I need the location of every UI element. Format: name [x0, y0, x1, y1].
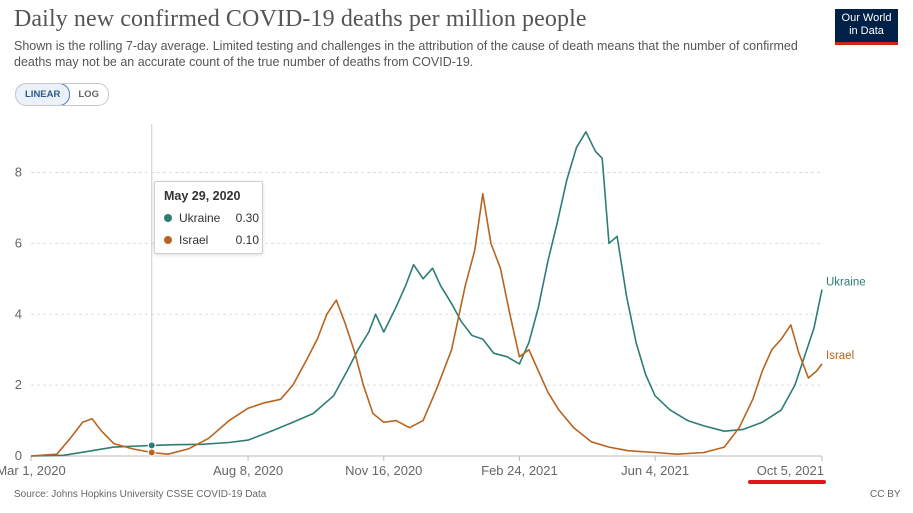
- tooltip-series-name: Israel: [179, 233, 209, 247]
- tooltip-row-ukraine: Ukraine 0.30: [164, 211, 259, 225]
- hover-point-ukraine: [147, 441, 156, 450]
- tooltip-series-name: Ukraine: [179, 211, 221, 225]
- x-tick-label: Mar 1, 2020: [0, 463, 66, 478]
- series-line-israel: [30, 193, 823, 457]
- source-note[interactable]: Source: Johns Hopkins University CSSE CO…: [14, 489, 267, 500]
- license-label[interactable]: CC BY: [870, 489, 901, 500]
- ukraine-swatch: [164, 214, 172, 222]
- tooltip-date: May 29, 2020: [164, 189, 241, 203]
- x-tick-label: Jun 4, 2021: [621, 463, 689, 478]
- logo-line-1: Our World: [841, 12, 892, 24]
- hover-point-israel: [147, 448, 156, 457]
- highlight-underline: [748, 480, 826, 484]
- x-tick-label: Aug 8, 2020: [213, 463, 283, 478]
- logo-line-2: in Data: [849, 25, 884, 37]
- scale-toggle: LINEAR LOG: [15, 83, 109, 106]
- series-label-israel: Israel: [826, 350, 854, 362]
- linear-scale-button[interactable]: LINEAR: [15, 84, 71, 105]
- y-tick-label: 8: [15, 165, 22, 180]
- israel-swatch: [164, 236, 172, 244]
- x-tick-label: Feb 24, 2021: [481, 463, 558, 478]
- tooltip-row-israel: Israel 0.10: [164, 233, 259, 247]
- series-label-ukraine: Ukraine: [826, 276, 866, 288]
- owid-logo[interactable]: Our World in Data: [835, 9, 898, 45]
- log-scale-button[interactable]: LOG: [78, 89, 99, 100]
- y-tick-label: 6: [15, 235, 22, 250]
- x-tick-label: Oct 5, 2021: [757, 463, 824, 478]
- series-line-ukraine: [30, 131, 823, 457]
- chart-title: Daily new confirmed COVID-19 deaths per …: [14, 6, 587, 32]
- hover-tooltip: May 29, 2020 Ukraine 0.30 Israel 0.10: [154, 181, 263, 254]
- x-tick-label: Nov 16, 2020: [345, 463, 422, 478]
- tooltip-series-value: 0.30: [235, 211, 259, 225]
- y-tick-label: 0: [15, 448, 22, 463]
- y-tick-label: 4: [15, 306, 22, 321]
- tooltip-series-value: 0.10: [235, 233, 259, 247]
- chart-subtitle: Shown is the rolling 7-day average. Limi…: [14, 39, 798, 69]
- y-tick-label: 2: [15, 377, 22, 392]
